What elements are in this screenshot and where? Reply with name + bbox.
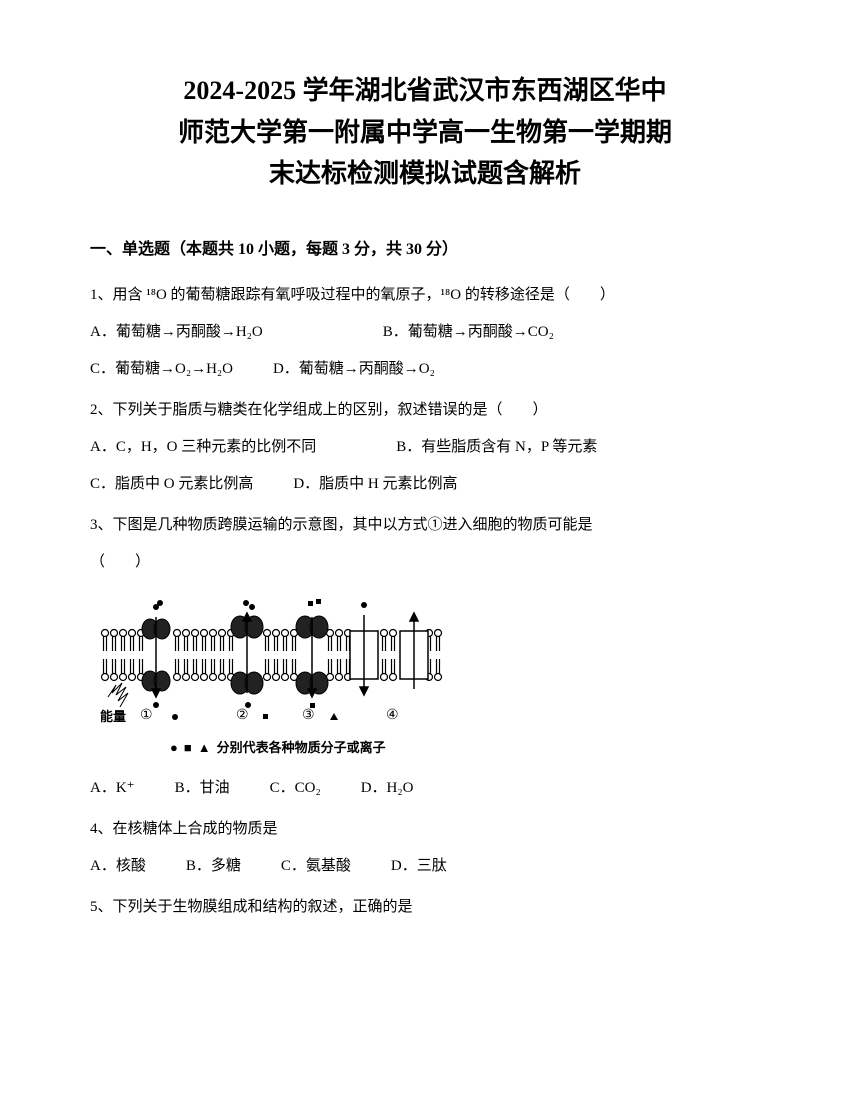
- svg-text:④: ④: [386, 708, 399, 723]
- membrane-svg: 能量 ① ② ③ ④: [90, 589, 450, 729]
- question-5: 5、下列关于生物膜组成和结构的叙述，正确的是: [90, 891, 760, 924]
- q3-text-2: （ ）: [90, 546, 760, 579]
- q3-option-d: D．H₂O: [361, 772, 414, 805]
- q3-option-b: B．甘油: [175, 772, 230, 805]
- question-2: 2、下列关于脂质与糖类在化学组成上的区别，叙述错误的是（ ） A．C，H，O 三…: [90, 394, 760, 501]
- title-line-3: 末达标检测模拟试题含解析: [90, 153, 760, 195]
- q4-option-d: D．三肽: [391, 850, 447, 883]
- q2-option-d: D．脂质中 H 元素比例高: [293, 468, 457, 501]
- q4-option-c: C．氨基酸: [281, 850, 351, 883]
- svg-text:①: ①: [140, 708, 153, 723]
- q1-text: 1、用含 ¹⁸O 的葡萄糖跟踪有氧呼吸过程中的氧原子，¹⁸O 的转移途径是（ ）: [90, 279, 760, 312]
- q4-option-b: B．多糖: [186, 850, 241, 883]
- title-line-2: 师范大学第一附属中学高一生物第一学期期: [90, 112, 760, 154]
- q3-option-a: A．K⁺: [90, 772, 135, 805]
- q2-option-b: B．有些脂质含有 N，P 等元素: [396, 431, 597, 464]
- membrane-diagram: 能量 ① ② ③ ④ ●■▲分别代表各种物质分子或离子: [90, 589, 760, 763]
- q1-option-c: C．葡萄糖→O₂→H₂O: [90, 353, 233, 386]
- question-1: 1、用含 ¹⁸O 的葡萄糖跟踪有氧呼吸过程中的氧原子，¹⁸O 的转移途径是（ ）…: [90, 279, 760, 386]
- svg-text:②: ②: [236, 708, 249, 723]
- q2-option-c: C．脂质中 O 元素比例高: [90, 468, 253, 501]
- q4-option-a: A．核酸: [90, 850, 146, 883]
- q1-option-d: D．葡萄糖→丙酮酸→O₂: [273, 353, 435, 386]
- q3-text-1: 3、下图是几种物质跨膜运输的示意图，其中以方式①进入细胞的物质可能是: [90, 509, 760, 542]
- q4-text: 4、在核糖体上合成的物质是: [90, 813, 760, 846]
- svg-text:③: ③: [302, 708, 315, 723]
- document-title: 2024-2025 学年湖北省武汉市东西湖区华中 师范大学第一附属中学高一生物第…: [90, 70, 760, 195]
- section-1-header: 一、单选题（本题共 10 小题，每题 3 分，共 30 分）: [90, 235, 760, 259]
- energy-label: 能量: [100, 709, 126, 724]
- q2-option-a: A．C，H，O 三种元素的比例不同: [90, 431, 316, 464]
- q1-option-b: B．葡萄糖→丙酮酸→CO₂: [383, 316, 554, 349]
- question-4: 4、在核糖体上合成的物质是 A．核酸 B．多糖 C．氨基酸 D．三肽: [90, 813, 760, 883]
- diagram-caption: ●■▲分别代表各种物质分子或离子: [170, 734, 760, 763]
- title-line-1: 2024-2025 学年湖北省武汉市东西湖区华中: [90, 70, 760, 112]
- q3-option-c: C．CO₂: [270, 772, 321, 805]
- q5-text: 5、下列关于生物膜组成和结构的叙述，正确的是: [90, 891, 760, 924]
- question-3: 3、下图是几种物质跨膜运输的示意图，其中以方式①进入细胞的物质可能是 （ ）: [90, 509, 760, 806]
- q1-option-a: A．葡萄糖→丙酮酸→H₂O: [90, 316, 263, 349]
- q2-text: 2、下列关于脂质与糖类在化学组成上的区别，叙述错误的是（ ）: [90, 394, 760, 427]
